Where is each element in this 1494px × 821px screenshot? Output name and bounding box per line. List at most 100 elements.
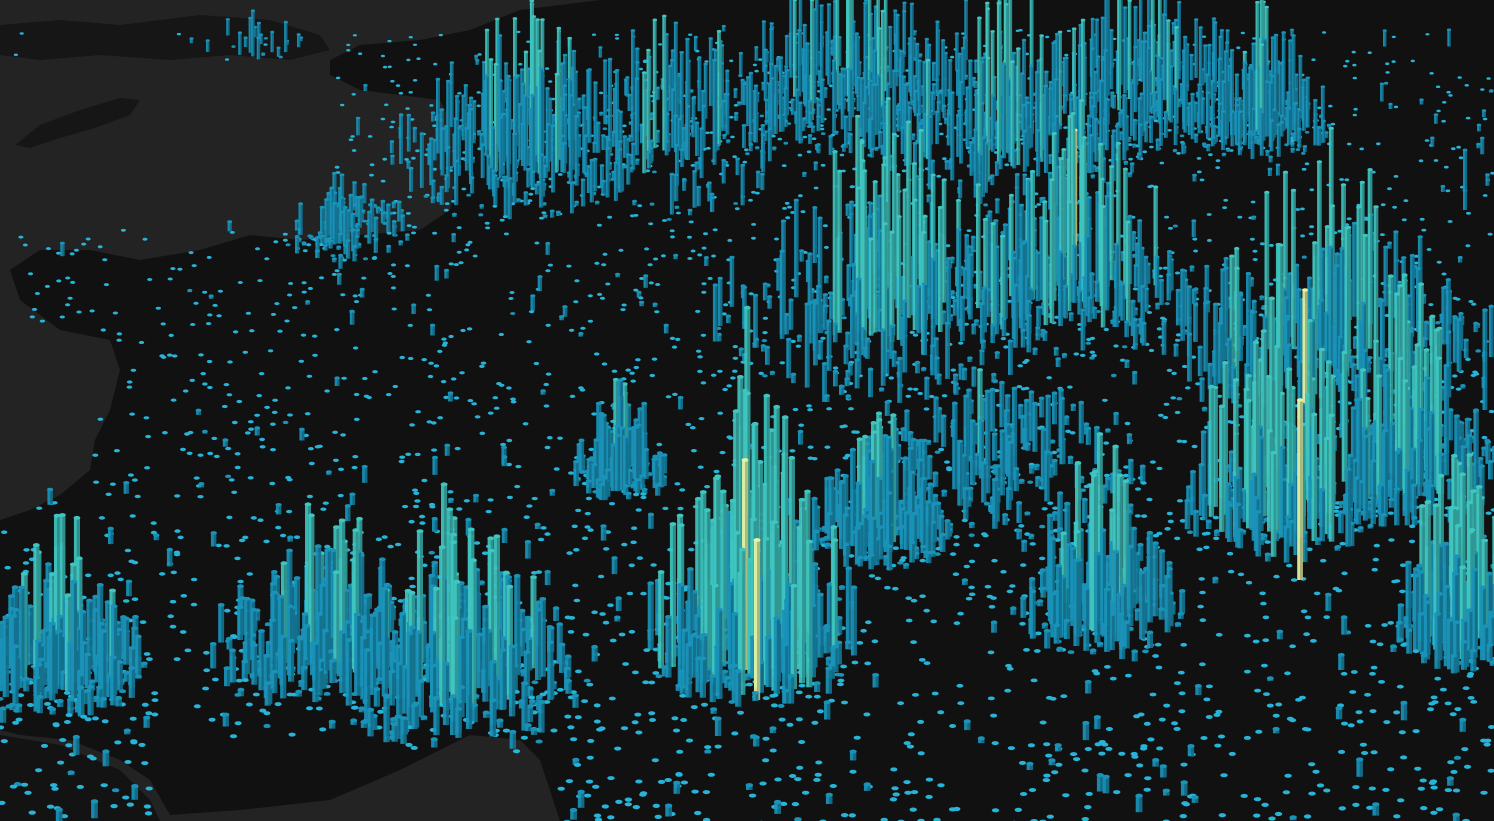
data-column [287,535,294,542]
data-column [573,460,580,487]
data-column [1383,81,1389,85]
data-column [1471,302,1477,306]
data-column [849,185,855,189]
data-column [1164,527,1171,531]
data-column [630,540,637,545]
data-column [1176,499,1184,503]
data-column [387,544,394,549]
data-column [1411,515,1418,526]
data-column [405,452,412,456]
data-column [430,421,437,425]
data-column [671,345,678,349]
data-column [555,210,561,216]
data-column [1155,138,1160,151]
data-column [1236,46,1241,49]
data-column [711,254,717,258]
data-column [287,413,293,417]
data-column [487,411,494,415]
data-column [428,361,434,365]
data-column [73,248,79,252]
data-column [762,316,769,320]
data-column [301,281,307,285]
data-column [269,481,276,486]
data-column [587,68,592,143]
data-column [27,272,34,276]
data-column [652,170,657,174]
data-column [1051,391,1058,425]
data-column [1141,321,1147,346]
data-column [1142,150,1148,154]
data-column [891,350,897,367]
data-column [391,201,397,209]
data-column [332,458,339,462]
data-column [849,293,856,359]
data-column [611,369,618,373]
data-column [839,153,845,157]
data-column [292,306,298,310]
data-column [248,427,255,431]
data-column [103,283,109,287]
data-column [800,210,806,214]
data-column [602,252,608,256]
data-column [1343,64,1348,68]
data-column [147,278,153,281]
data-column [189,378,195,382]
data-column [1043,219,1049,326]
data-column [1073,352,1080,356]
data-column [56,279,62,283]
data-column [334,376,340,386]
data-column [256,36,261,60]
data-column [18,235,24,239]
data-column [1487,232,1493,236]
data-column [1003,345,1009,349]
data-column [217,289,223,293]
data-column [207,451,214,456]
data-column [206,255,212,259]
data-column [1033,463,1040,471]
data-column [1394,450,1401,494]
data-column [824,394,830,402]
data-column [112,311,119,315]
data-column [276,46,281,57]
data-column [1125,220,1131,323]
data-column [211,436,218,441]
data-column [408,36,413,39]
data-column [198,482,205,488]
data-column [200,372,206,376]
data-column [1268,155,1273,163]
data-column [1387,187,1392,191]
data-column [419,514,426,519]
data-column [813,161,819,171]
data-column [433,364,440,368]
data-column [843,115,849,148]
data-column [170,267,176,271]
data-column [842,456,849,460]
data-column [1191,444,1198,449]
data-column [1007,339,1014,375]
data-column [13,53,18,57]
data-column [669,229,675,233]
data-column [625,76,630,97]
data-column [1441,119,1446,123]
data-column [553,467,560,471]
data-column [569,394,576,398]
data-column [325,470,332,475]
data-column [666,218,672,221]
data-column [1094,280,1100,302]
data-column [404,158,409,161]
data-column [319,234,325,244]
data-column [59,315,65,319]
data-column [1237,215,1243,219]
data-column [225,474,232,478]
data-column [522,422,529,426]
data-column [441,343,448,347]
data-column [171,354,178,358]
data-column [653,257,659,261]
data-column [1164,302,1170,306]
data-column [1344,467,1352,547]
data-column [294,234,300,254]
data-column [1473,321,1479,333]
data-column [348,138,354,141]
